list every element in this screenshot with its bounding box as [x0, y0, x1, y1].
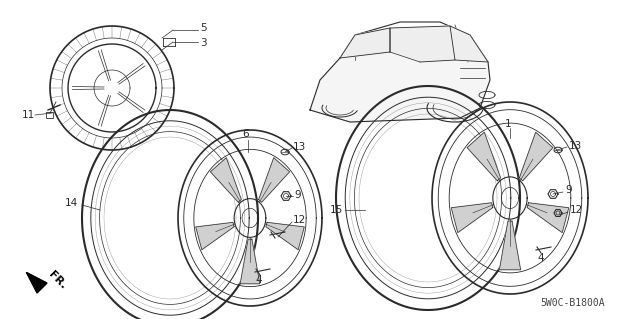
Polygon shape	[390, 26, 455, 62]
Text: 4: 4	[537, 253, 543, 263]
Polygon shape	[467, 132, 500, 181]
Text: 13: 13	[293, 142, 307, 152]
Text: 13: 13	[569, 141, 582, 151]
Polygon shape	[240, 239, 260, 284]
Polygon shape	[499, 221, 520, 270]
Text: 5: 5	[200, 23, 207, 33]
Text: 3: 3	[200, 38, 207, 48]
Text: 15: 15	[330, 205, 343, 215]
Text: 4: 4	[255, 275, 262, 285]
Text: 6: 6	[242, 129, 248, 139]
Polygon shape	[26, 272, 47, 293]
Text: 5W0C-B1800A: 5W0C-B1800A	[540, 298, 605, 308]
Text: 12: 12	[570, 205, 583, 215]
Polygon shape	[211, 158, 241, 202]
Polygon shape	[310, 40, 490, 122]
Polygon shape	[450, 26, 488, 62]
Polygon shape	[266, 222, 304, 250]
Text: 9: 9	[565, 185, 572, 195]
Polygon shape	[520, 132, 553, 181]
Polygon shape	[451, 203, 493, 233]
Text: 14: 14	[65, 198, 78, 208]
Polygon shape	[340, 28, 390, 58]
Polygon shape	[196, 222, 234, 250]
Text: 9: 9	[294, 190, 301, 200]
Text: FR.: FR.	[47, 269, 68, 291]
Polygon shape	[527, 203, 569, 233]
Text: 12: 12	[293, 215, 307, 225]
Polygon shape	[259, 158, 289, 202]
Text: 11: 11	[22, 110, 35, 120]
Text: 1: 1	[505, 119, 511, 129]
